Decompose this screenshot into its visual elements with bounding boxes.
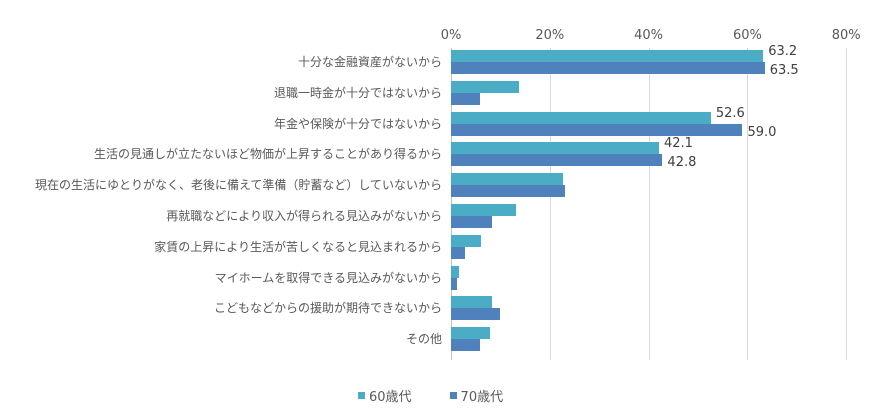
bar-60s bbox=[451, 296, 492, 309]
category-label: 再就職などにより収入が得られる見込みがないから bbox=[166, 209, 442, 223]
bar-60s bbox=[451, 204, 516, 216]
data-label: 42.8 bbox=[667, 155, 697, 171]
gridline bbox=[846, 48, 848, 360]
category-label: 現在の生活にゆとりがなく、老後に備えて準備（貯蓄など）していないから bbox=[34, 178, 442, 193]
bar-70s bbox=[451, 62, 765, 74]
bar-60s bbox=[451, 173, 563, 186]
category-label: 十分な金融資産がないから bbox=[297, 55, 442, 69]
gridline bbox=[747, 48, 749, 360]
data-label: 59.0 bbox=[747, 124, 777, 140]
legend-item: 70歳代 bbox=[449, 386, 504, 405]
x-tick-label: 20% bbox=[535, 28, 565, 43]
bar-60s bbox=[451, 327, 490, 340]
bar-70s bbox=[451, 154, 663, 167]
category-label: 退職一時金が十分ではないから bbox=[273, 85, 442, 100]
data-label: 52.6 bbox=[715, 105, 745, 121]
bar-60s bbox=[451, 111, 711, 124]
category-label: マイホームを取得できる見込みがないから bbox=[214, 270, 442, 285]
data-label: 63.2 bbox=[768, 44, 798, 59]
gridline bbox=[549, 48, 551, 360]
bar-70s bbox=[451, 339, 480, 352]
legend-swatch-icon bbox=[449, 392, 457, 399]
legend-label: 70歳代 bbox=[460, 390, 504, 405]
bar-70s bbox=[451, 246, 466, 259]
data-label: 42.1 bbox=[663, 136, 693, 152]
bar-70s bbox=[451, 216, 492, 228]
bar-70s bbox=[451, 185, 565, 198]
bar-70s bbox=[451, 308, 500, 321]
bar-70s bbox=[451, 123, 743, 136]
bar-60s bbox=[451, 265, 460, 278]
legend-swatch-icon bbox=[358, 392, 365, 399]
x-tick-label: 60% bbox=[732, 28, 762, 43]
x-tick-label: 80% bbox=[831, 28, 861, 43]
category-label: 家賃の上昇により生活が苦しくなると見込まれるから bbox=[154, 239, 442, 254]
category-label: こどもなどからの援助が期待できないから bbox=[213, 301, 442, 316]
category-label: 生活の見通しが立たないほど物価が上昇することがあり得るから bbox=[93, 147, 442, 162]
bar-60s bbox=[451, 80, 519, 93]
x-tick-label: 0% bbox=[440, 28, 462, 43]
bar-60s bbox=[451, 234, 482, 247]
category-label: 年金や保険が十分ではないから bbox=[273, 116, 442, 131]
category-label: その他 bbox=[405, 332, 442, 347]
bar-60s bbox=[451, 142, 659, 155]
gridline bbox=[648, 48, 650, 360]
x-tick-label: 40% bbox=[634, 28, 664, 43]
legend-item: 60歳代 bbox=[358, 386, 412, 405]
bar-70s bbox=[451, 277, 457, 290]
bar-60s bbox=[451, 50, 764, 62]
legend-label: 60歳代 bbox=[369, 390, 412, 405]
legend: 60歳代 70歳代 bbox=[358, 386, 503, 405]
data-label: 63.5 bbox=[769, 63, 799, 78]
bar-70s bbox=[451, 92, 481, 105]
